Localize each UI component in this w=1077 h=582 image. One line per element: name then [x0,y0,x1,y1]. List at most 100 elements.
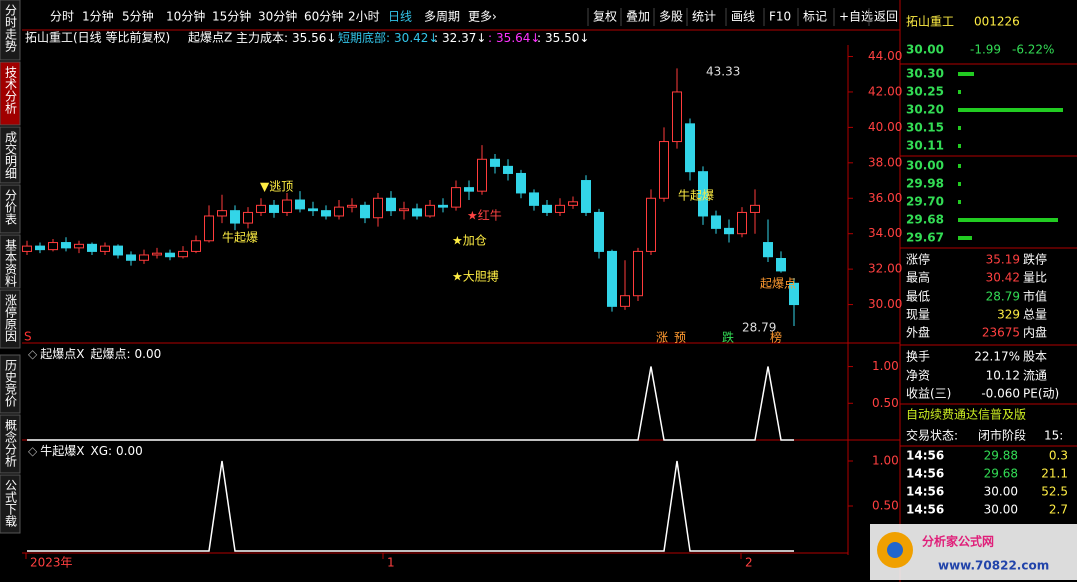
period-button[interactable]: 1分钟 [82,9,114,24]
period-button[interactable]: 15分钟 [212,9,251,24]
candle-body [620,295,630,307]
period-button[interactable]: 2小时 [348,10,380,24]
legend-marker: ↓ [579,31,589,45]
trade-time: 14:56 [906,503,944,517]
annotation: S [24,330,32,344]
side-tab-label[interactable]: 公式下载 [4,479,18,528]
indicator-title: 牛起爆X [40,443,84,458]
indicator-icon: ◇ [28,444,38,458]
indicator-value: 0.00 [116,444,143,458]
side-tab-label[interactable]: 涨停原因 [4,293,18,342]
candle-body [334,206,344,217]
annotation: 涨 [656,330,668,345]
side-tab[interactable] [0,184,21,234]
side-tab-label[interactable]: 成交明细 [4,131,18,179]
period-button[interactable]: 日线 [388,10,412,24]
stock-name: 拓山重工 [906,15,954,29]
toolbar-button[interactable]: 叠加 [626,10,650,24]
toolbar-button[interactable]: 复权 [593,10,617,24]
depth-bar [958,108,1063,112]
status: 闭市阶段 [978,428,1026,443]
depth-bar [958,126,961,130]
stat-label: PE(动) [1023,387,1059,401]
legend-item: 短期底部: 30.42↓ [338,30,438,45]
legend-item: :32.37↓ [434,31,486,45]
period-button[interactable]: 多周期 [424,10,460,24]
indicator-title: 起爆点X [40,347,84,361]
stat-label: 股本 [1023,350,1047,364]
side-tab[interactable] [0,414,21,474]
candle-body [776,257,786,272]
candle-body [139,254,149,261]
stat-label: 市值 [1023,289,1047,304]
candle-body [48,242,58,251]
period-button[interactable]: 分时 [50,10,74,24]
period-button[interactable]: 30分钟 [258,9,297,24]
price: 30.00 [906,43,944,57]
toolbar-button[interactable]: +自选 [839,10,873,24]
candle-body [581,180,591,213]
side-tab-label[interactable]: 概念分析 [4,419,18,468]
candle-body [698,171,708,217]
side-tab-label[interactable]: 基本资料 [4,239,18,287]
candle-body [113,245,123,256]
legend-name: : [488,31,492,45]
order-price: 30.15 [906,121,944,135]
stat-label: 跌停 [1023,252,1047,267]
y-tick-label: 30.00 [868,297,902,311]
candle-body [243,211,253,224]
side-tab-label[interactable]: 历史竞价 [4,359,18,407]
candle-body [724,227,734,235]
period-button[interactable]: 60分钟 [304,9,343,24]
x-label: 2 [745,556,753,570]
legend-marker: ↓ [530,31,540,45]
side-tab-label[interactable]: 分时走势 [4,4,18,52]
candle-body [165,252,175,258]
side-tab[interactable] [0,61,21,126]
side-tab[interactable] [0,354,21,414]
stat-value: -0.060 [981,387,1020,401]
order-price: 30.11 [906,139,944,153]
legend-name: : [434,31,438,45]
toolbar-button[interactable]: 返回 [874,10,898,24]
side-tab[interactable] [0,474,21,534]
side-tab[interactable] [0,126,21,184]
candle-body [711,215,721,229]
period-button[interactable]: 5分钟 [122,9,154,24]
period-button[interactable]: 10分钟 [166,9,205,24]
watermark-logo [887,542,903,558]
candle-body [373,197,383,219]
candle-body [126,254,136,261]
legend-value: 30.42 [394,31,428,45]
depth-bar [958,164,961,168]
period-button[interactable]: 更多› [468,10,497,24]
candle-body [438,204,448,208]
candle-body [269,204,279,213]
candle-body [74,243,84,249]
legend-name: 主力成本: [236,31,288,45]
toolbar-button[interactable]: 标记 [803,10,827,24]
side-tab[interactable] [0,234,21,289]
toolbar-button[interactable]: 多股 [659,10,683,24]
side-tab-label[interactable]: 技术分析 [4,66,18,115]
annotation: 榜 [770,330,782,345]
toolbar-button[interactable]: 统计 [692,10,716,24]
candle-body [568,201,578,206]
candle-body [230,210,240,224]
change: -1.99 [970,43,1001,57]
candle-body [100,245,110,252]
toolbar-button[interactable]: 画线 [731,10,755,24]
side-tab[interactable] [0,0,21,61]
side-tab-label[interactable]: 分价表 [4,189,18,225]
candle-body [256,204,266,213]
annotation: ★红牛 [467,208,502,223]
candle-body [607,250,617,307]
depth-bar [958,200,961,204]
side-tab[interactable] [0,289,21,349]
candle-body [750,204,760,213]
legend-marker: ↓ [428,31,438,45]
stat-label: 流通 [1023,369,1047,383]
candle-body [87,243,97,252]
toolbar-button[interactable]: F10 [769,10,791,24]
